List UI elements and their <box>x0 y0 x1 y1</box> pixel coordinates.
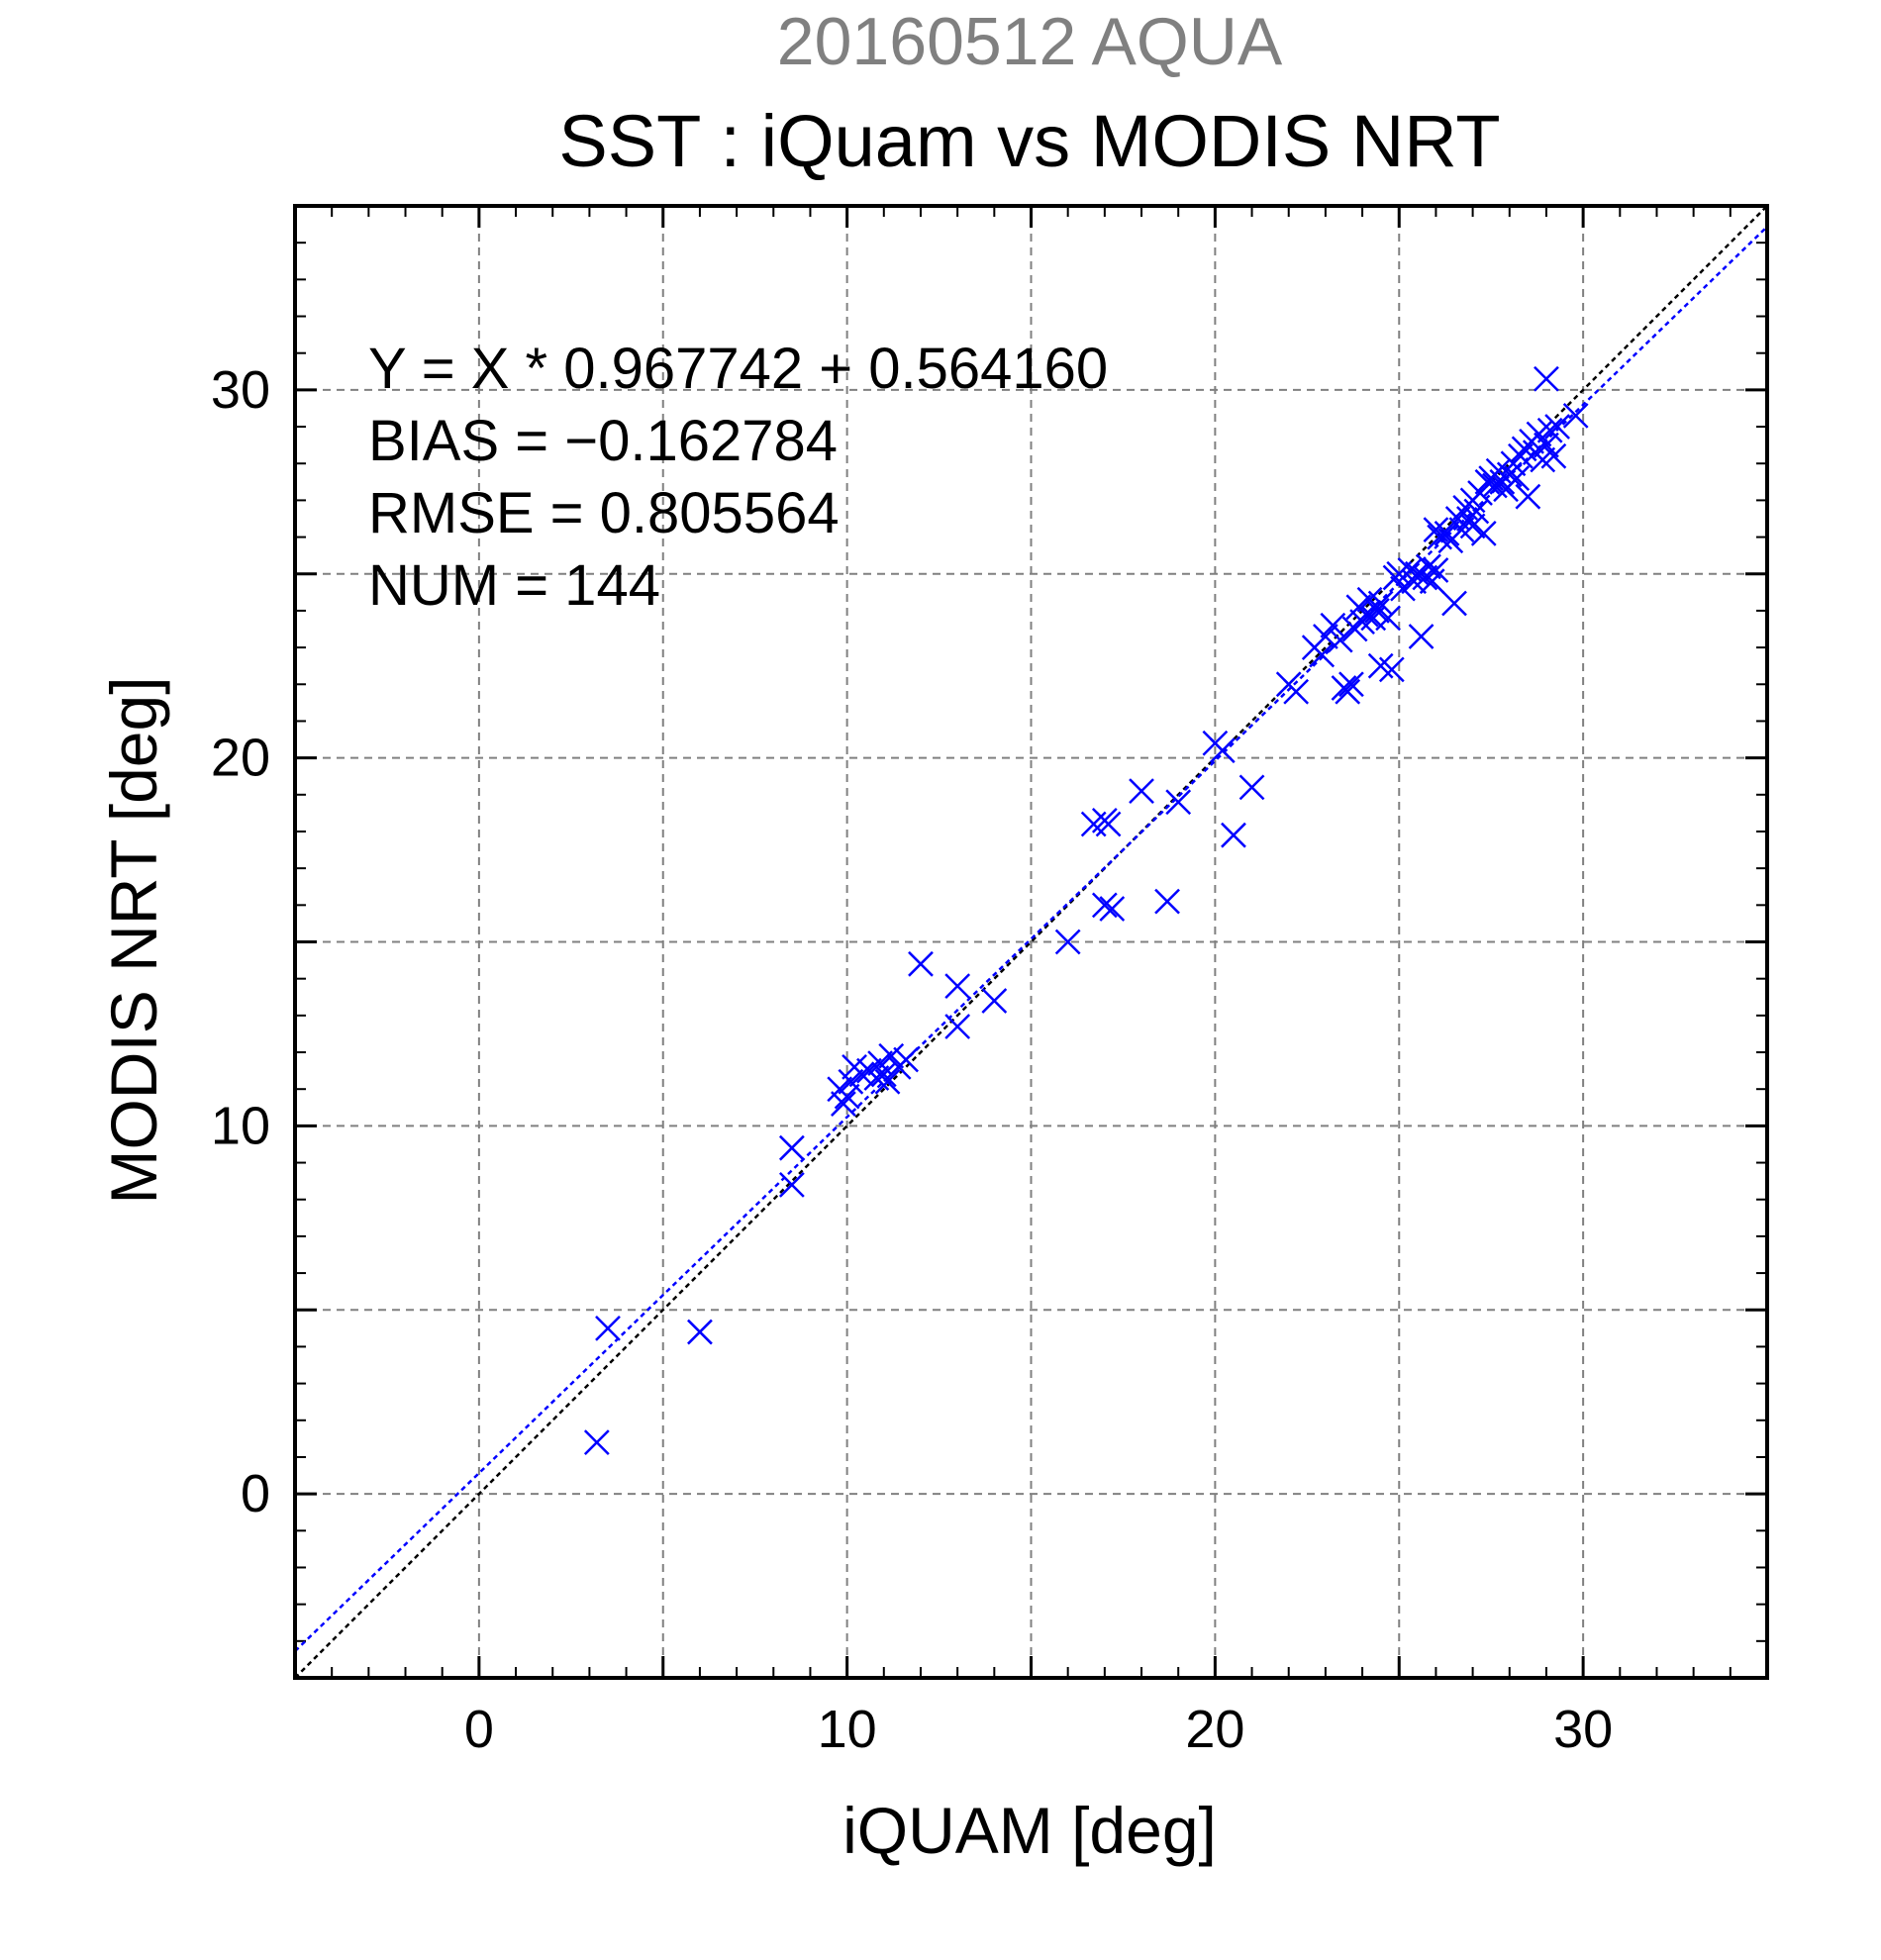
data-point <box>1099 896 1126 922</box>
data-point <box>1459 513 1486 539</box>
plot-frame <box>293 204 1769 1680</box>
data-point <box>1536 417 1563 443</box>
data-point <box>893 1046 919 1073</box>
stat-rmse: RMSE = 0.805564 <box>368 481 840 545</box>
data-point <box>1562 403 1589 429</box>
data-point <box>1338 671 1364 698</box>
grid-lines <box>295 206 1767 1678</box>
data-point <box>834 1083 860 1110</box>
data-point <box>1423 557 1449 583</box>
data-point <box>1129 778 1154 804</box>
data-point <box>1209 737 1236 764</box>
data-point <box>1238 774 1265 801</box>
data-point <box>583 1429 610 1455</box>
x-tick-label: 30 <box>1553 1700 1613 1759</box>
chart-title: SST : iQuam vs MODIS NRT <box>558 100 1500 182</box>
data-point <box>878 1042 905 1069</box>
data-point <box>1364 598 1390 624</box>
data-point <box>595 1315 621 1341</box>
stat-bias: BIAS = −0.162784 <box>368 409 838 473</box>
data-point <box>1534 365 1559 392</box>
data-point <box>1544 414 1570 440</box>
data-point <box>1540 442 1567 469</box>
data-point <box>1313 624 1338 649</box>
data-point <box>1165 789 1192 816</box>
data-point <box>778 1134 805 1161</box>
data-point <box>1375 605 1401 632</box>
data-point <box>1508 442 1534 469</box>
data-point <box>944 973 971 999</box>
data-point <box>848 1061 875 1088</box>
data-point <box>1408 624 1435 649</box>
data-point <box>1467 480 1493 506</box>
y-axis-label: MODIS NRT [deg] <box>97 676 170 1204</box>
x-tick-label: 10 <box>818 1700 877 1759</box>
data-point <box>687 1319 713 1345</box>
data-point <box>908 950 934 977</box>
data-point <box>838 1068 864 1095</box>
stat-regression: Y = X * 0.967742 + 0.564160 <box>368 337 1108 401</box>
data-point <box>1534 432 1559 458</box>
data-point <box>1367 590 1394 617</box>
data-point <box>1434 520 1460 546</box>
data-point <box>1515 483 1541 510</box>
y-tick-label: 20 <box>211 729 270 788</box>
x-tick-label: 0 <box>464 1700 494 1759</box>
data-point <box>1335 678 1361 705</box>
data-point <box>1378 656 1405 683</box>
regression-line <box>295 226 1767 1652</box>
data-point <box>778 1171 805 1198</box>
x-axis-label: iQUAM [deg] <box>842 1794 1217 1867</box>
y-tick-label: 30 <box>211 360 270 420</box>
data-point <box>1327 627 1353 653</box>
data-point <box>1221 822 1246 848</box>
data-point <box>874 1068 901 1095</box>
data-points <box>583 365 1589 1455</box>
data-point <box>1091 892 1118 919</box>
y-tick-label: 10 <box>211 1096 270 1155</box>
data-point <box>1504 465 1531 491</box>
x-tick-label: 20 <box>1185 1700 1244 1759</box>
chart-title-date: 20160512 AQUA <box>777 4 1283 79</box>
data-point <box>1095 811 1122 837</box>
tick-labels: 0 10 20 30 0 10 20 30 <box>211 360 1613 1759</box>
stat-num: NUM = 144 <box>368 553 660 618</box>
y-tick-label: 0 <box>241 1464 270 1523</box>
stats-box: Y = X * 0.967742 + 0.564160 BIAS = −0.16… <box>368 337 1108 618</box>
data-point <box>1441 590 1467 617</box>
data-point <box>831 1091 856 1117</box>
fit-lines <box>295 206 1767 1678</box>
data-point <box>1154 888 1180 915</box>
data-point <box>1283 678 1310 705</box>
data-point <box>870 1061 897 1088</box>
data-point <box>981 988 1008 1014</box>
data-point <box>1320 612 1346 638</box>
data-point <box>1054 929 1081 955</box>
data-point <box>944 1014 971 1039</box>
data-point <box>1416 553 1441 580</box>
data-point <box>1470 520 1497 546</box>
